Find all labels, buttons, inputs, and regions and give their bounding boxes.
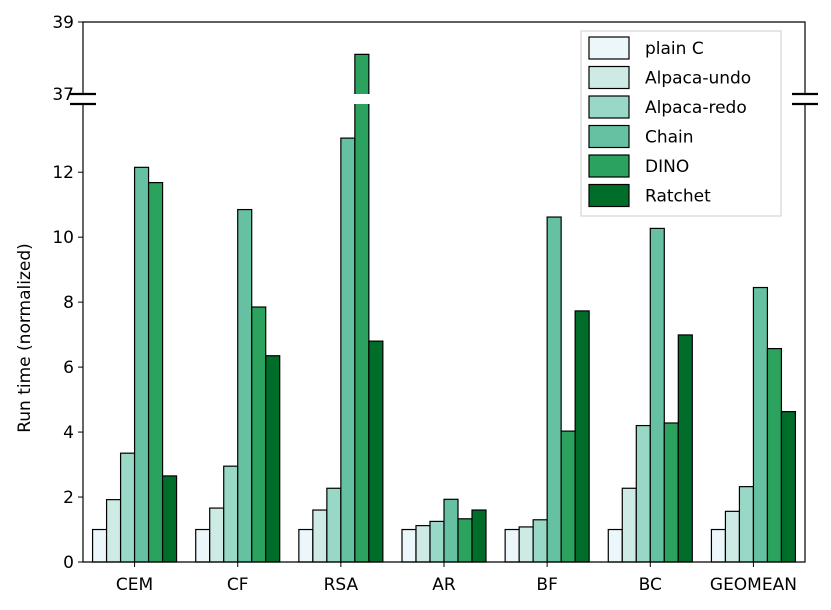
bar	[326, 487, 342, 563]
bar	[368, 340, 384, 563]
bar	[663, 422, 679, 563]
bar	[237, 208, 253, 563]
x-tick-label: BC	[639, 575, 662, 595]
bar	[223, 465, 239, 563]
legend-swatch	[588, 36, 630, 60]
bar	[195, 528, 211, 563]
bar	[677, 334, 693, 563]
bar	[429, 520, 445, 563]
bar	[607, 528, 623, 563]
bar	[105, 499, 122, 563]
legend-swatch	[588, 95, 630, 119]
lower-panel-frame	[82, 104, 806, 563]
bar-lower-part	[354, 104, 369, 562]
bar	[752, 286, 769, 563]
bar	[738, 486, 755, 563]
bar-upper-part	[354, 54, 369, 94]
bar	[133, 166, 150, 563]
bar	[621, 487, 637, 563]
bar	[91, 528, 108, 563]
bar	[147, 182, 164, 563]
y-tick-label: 8	[63, 293, 74, 313]
bar	[265, 355, 281, 563]
x-tick-label: CF	[227, 575, 249, 595]
y-tick-label: 37	[52, 85, 74, 105]
x-tick-label: AR	[432, 575, 456, 595]
legend-label: Ratchet	[645, 187, 711, 207]
bar	[340, 137, 356, 563]
bar	[710, 528, 727, 563]
bar	[209, 507, 225, 563]
legend: plain C Alpaca-undo Alpaca-redo Chain DINO Ra…	[580, 30, 782, 217]
y-tick-label: 2	[63, 488, 74, 508]
legend-swatch	[588, 65, 630, 90]
legend-swatch	[588, 124, 630, 149]
bar	[574, 310, 590, 563]
y-axis-label: Run time (normalized)	[15, 243, 35, 433]
bar	[401, 528, 417, 563]
axes-layer: CEM CF RSA AR BF BC GEOMEAN 0 2 4 6 8 10 12 37 39	[52, 13, 818, 595]
bar	[518, 526, 534, 563]
legend-swatch	[588, 154, 630, 178]
x-tick-label: CEM	[116, 575, 153, 595]
upper-panel-frame	[82, 21, 806, 94]
x-tick-label: GEOMEAN	[710, 575, 797, 595]
bar	[457, 518, 473, 563]
bar	[560, 430, 576, 563]
legend-label: DINO	[645, 157, 689, 177]
y-tick-label: 10	[52, 228, 74, 248]
x-tick-label: RSA	[324, 575, 359, 595]
legend-swatch	[588, 183, 630, 208]
y-tick-label: 4	[63, 423, 74, 443]
bar	[312, 509, 328, 563]
bar	[119, 452, 136, 563]
legend-label: plain C	[645, 39, 704, 59]
legend-label: Chain	[645, 128, 694, 148]
y-tick-label: 12	[52, 163, 74, 183]
y-tick-label: 39	[52, 13, 74, 33]
bar	[532, 519, 548, 563]
bar	[504, 528, 520, 563]
bars-layer	[91, 53, 797, 563]
legend-label: Alpaca-undo	[645, 69, 751, 89]
bar	[635, 424, 651, 563]
bar	[546, 216, 562, 563]
bar	[251, 306, 267, 563]
bar	[443, 498, 459, 563]
bar-upper-outline	[354, 53, 370, 94]
bar	[724, 510, 741, 563]
bar	[649, 227, 665, 563]
bar	[161, 475, 178, 563]
bar	[415, 525, 431, 563]
bar	[780, 411, 797, 563]
x-tick-label: BF	[536, 575, 557, 595]
bar	[298, 528, 314, 563]
legend-label: Alpaca-redo	[645, 98, 747, 118]
y-tick-label: 0	[63, 553, 74, 573]
bar	[766, 347, 783, 563]
y-tick-label: 6	[63, 358, 74, 378]
bar	[471, 509, 487, 563]
